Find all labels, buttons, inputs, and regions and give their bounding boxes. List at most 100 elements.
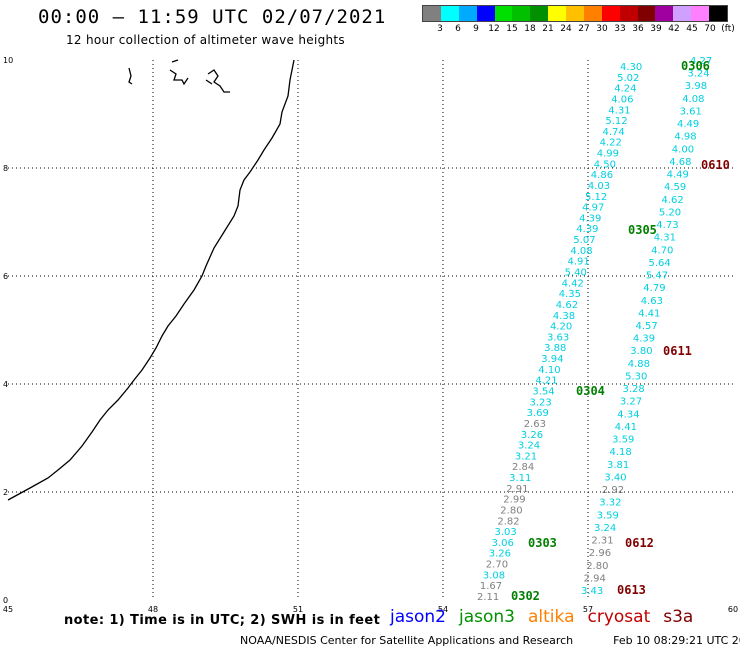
- wave-height-label: 3.88: [544, 343, 566, 354]
- wave-height-label: 4.31: [608, 105, 630, 116]
- wave-height-label: 4.41: [638, 308, 660, 319]
- wave-height-label: 4.31: [654, 233, 676, 244]
- legend-swatch: [494, 6, 513, 21]
- wave-height-label: 4.86: [591, 170, 613, 181]
- wave-height-label: 4.24: [614, 84, 636, 95]
- pass-label: 0612: [625, 536, 654, 550]
- legend-swatch: [566, 6, 584, 21]
- wave-height-label: 4.10: [538, 365, 560, 376]
- wave-height-label: 4.00: [672, 144, 694, 155]
- x-tick-label: 57: [583, 605, 593, 614]
- wave-height-label: 3.61: [680, 107, 702, 118]
- wave-height-label: 4.06: [611, 94, 633, 105]
- y-tick-label: 4: [3, 380, 8, 389]
- wave-height-label: 4.22: [600, 138, 622, 149]
- wave-height-label: 5.20: [659, 207, 681, 218]
- wave-height-label: 3.24: [518, 441, 540, 452]
- x-tick-label: 45: [3, 605, 13, 614]
- legend-swatch: [423, 6, 441, 21]
- legend-tick-label: 21: [542, 24, 554, 34]
- wave-height-label: 5.02: [617, 73, 639, 84]
- wave-height-label: 4.35: [559, 289, 581, 300]
- wave-height-label: 4.73: [656, 220, 678, 231]
- y-axis-labels: 10 8 6 4 2 0: [3, 56, 13, 605]
- wave-height-label: 2.80: [500, 506, 522, 517]
- pass-label: 0613: [617, 583, 646, 597]
- wave-height-label: 5.47: [646, 271, 668, 282]
- wave-height-label: 2.82: [497, 516, 519, 527]
- wave-height-label: 3.98: [685, 81, 707, 92]
- satellite-legend-item: jason2: [390, 607, 446, 627]
- legend-tick-label: 70: [704, 24, 716, 34]
- legend-tick-label: 6: [455, 24, 461, 34]
- satellite-legend-item: jason3: [459, 607, 515, 627]
- wave-height-label: 2.84: [512, 462, 534, 473]
- wave-height-label: 3.27: [620, 397, 642, 408]
- y-tick-label: 6: [3, 272, 8, 281]
- page-title: 00:00 – 11:59 UTC 02/07/2021: [38, 6, 387, 28]
- legend-swatch: [655, 6, 674, 21]
- wave-height-label: 4.08: [570, 246, 592, 257]
- wave-height-label: 5.64: [649, 258, 671, 269]
- wave-height-label: 5.12: [585, 192, 607, 203]
- legend-tick-label: 45: [686, 24, 698, 34]
- legend-tick-label: 42: [668, 24, 680, 34]
- wave-height-label: 4.62: [556, 300, 578, 311]
- wave-height-label: 4.98: [674, 132, 696, 143]
- wave-height-label: 3.06: [492, 538, 514, 549]
- legend-tick-label: 9: [473, 24, 479, 34]
- wave-height-label: 3.69: [527, 408, 549, 419]
- wave-height-label: 2.11: [477, 592, 499, 603]
- color-legend: 3 6 9 12 15 18 21 24 27 30 33 36 39 42 45 70 (ft): [422, 5, 735, 38]
- legend-swatch: [619, 6, 638, 21]
- wave-height-label: 3.80: [630, 346, 652, 357]
- pass-label: 0610: [701, 158, 730, 172]
- legend-swatch: [601, 6, 620, 21]
- legend-tick-label: 3: [437, 24, 443, 34]
- legend-swatch: [476, 6, 495, 21]
- wave-height-label: 3.40: [604, 472, 626, 483]
- wave-height-label: 3.24: [687, 69, 709, 80]
- legend-tick-label: 18: [524, 24, 536, 34]
- satellite-legend: jason2 jason3 altika cryosat s3a: [390, 607, 706, 627]
- wave-height-label: 4.63: [641, 296, 663, 307]
- wave-height-label: 3.28: [623, 384, 645, 395]
- legend-swatch: [512, 6, 531, 21]
- wave-height-label: 4.18: [610, 447, 632, 458]
- wave-height-label: 4.20: [550, 322, 572, 333]
- wave-height-label: 2.70: [486, 560, 508, 571]
- wave-height-label: 4.57: [636, 321, 658, 332]
- grid-lines: [8, 60, 735, 600]
- wave-height-label: 4.39: [633, 334, 655, 345]
- footer: NOAA/NESDIS Center for Satellite Applica…: [240, 634, 740, 647]
- wave-height-label: 4.08: [682, 94, 704, 105]
- pass-label: 0303: [528, 536, 557, 550]
- coastline-mainland: [7, 59, 295, 501]
- wave-height-label: 4.27: [690, 56, 712, 67]
- y-tick-label: 10: [3, 56, 13, 65]
- legend-tick-label: 30: [596, 24, 608, 34]
- pass-label: 0304: [576, 384, 605, 398]
- page-subtitle: 12 hour collection of altimeter wave hei…: [66, 33, 345, 47]
- wave-height-label: 4.50: [594, 159, 616, 170]
- legend-tick-label: 24: [560, 24, 572, 34]
- units-note: note: 1) Time is in UTC; 2) SWH is in fe…: [64, 613, 381, 628]
- island-2: [169, 59, 189, 86]
- wave-height-label: 3.03: [495, 527, 517, 538]
- wave-height-label: 4.49: [677, 119, 699, 130]
- legend-ticks: 3 6 9 12 15 18 21 24 27 30 33 36 39 42 45 70 (ft): [422, 24, 735, 38]
- wave-height-label: 4.79: [643, 283, 665, 294]
- x-tick-label: 51: [293, 605, 303, 614]
- wave-height-label: 4.74: [603, 127, 625, 138]
- wave-height-label: 3.59: [612, 435, 634, 446]
- wave-height-label: 4.39: [579, 213, 601, 224]
- wave-height-label: 4.42: [562, 278, 584, 289]
- wave-height-label: 2.96: [589, 548, 611, 559]
- legend-tick-label: 33: [614, 24, 626, 34]
- wave-height-label: 4.88: [628, 359, 650, 370]
- wave-height-label: 4.39: [576, 224, 598, 235]
- wave-height-label: 5.40: [565, 268, 587, 279]
- x-tick-label: 54: [438, 605, 448, 614]
- legend-tick-label: 39: [650, 24, 662, 34]
- legend-tick-label: 12: [488, 24, 500, 34]
